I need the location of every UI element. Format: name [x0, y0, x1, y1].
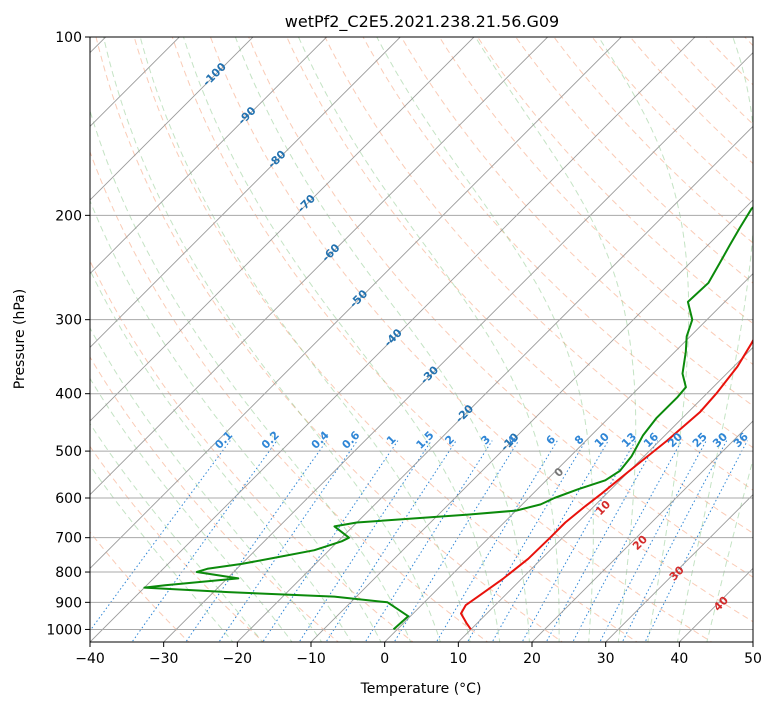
profile-group [143, 206, 753, 631]
y-tick-label: 700 [55, 531, 82, 547]
mixing-ratio-line [599, 440, 707, 642]
x-tick-label: −30 [149, 651, 179, 667]
mixing-ratio-line [393, 440, 520, 642]
isotherm-line [90, 37, 549, 496]
x-tick-label: −20 [223, 651, 253, 667]
isotherm-line [90, 37, 328, 275]
y-tick-label: 600 [55, 491, 82, 507]
isotherm-line [310, 199, 753, 642]
dry-adiabat-line [90, 150, 489, 642]
x-tick-label: 40 [670, 651, 688, 667]
mixing-ratio-line [325, 440, 457, 642]
chart-title: wetPf2_C2E5.2021.238.21.56.G09 [285, 12, 559, 32]
mixing-ratio-line [521, 440, 637, 642]
isotherm-line [90, 37, 696, 642]
mixing-ratio-line [185, 440, 328, 642]
y-tick-label: 500 [55, 444, 82, 460]
x-tick-label: 20 [523, 651, 541, 667]
plot-frame [89, 36, 754, 643]
isotherm-line [90, 37, 401, 348]
mixing-ratio-line [435, 440, 558, 642]
x-tick-label: 10 [449, 651, 467, 667]
y-tick-label: 300 [55, 313, 82, 329]
mixing-ratio-line [364, 440, 493, 642]
mixing-ratio-line [131, 440, 278, 642]
mixing-ratio-line [545, 440, 659, 642]
y-tick-label: 1000 [46, 622, 82, 638]
isotherm-line [236, 125, 753, 642]
moist-adiabat-line [90, 109, 412, 642]
y-axis: 100 200 300 400 500 600 700 800 900 1000 [46, 30, 90, 638]
y-tick-label: 900 [55, 595, 82, 611]
profile-line [143, 206, 753, 631]
mixing-ratio-line [572, 440, 683, 642]
isotherm-line [457, 346, 753, 642]
x-tick-label: −10 [296, 651, 326, 667]
x-tick-label: 50 [744, 651, 762, 667]
x-tick-label: −40 [75, 651, 105, 667]
x-axis: −40 −30 −20 −10 0 10 20 30 40 50 [75, 642, 762, 667]
mixing-ratio-line [621, 440, 728, 642]
isotherm-line [90, 37, 254, 201]
isotherm-line [531, 420, 753, 642]
mixing-ratio-line [298, 440, 432, 642]
y-axis-title: Pressure (hPa) [12, 289, 28, 389]
profile-line [460, 338, 753, 630]
y-tick-label: 400 [55, 387, 82, 403]
x-tick-label: 0 [380, 651, 389, 667]
isotherm-line [163, 52, 753, 642]
moist-adiabat-line [90, 199, 382, 642]
isotherm-line [90, 37, 622, 569]
y-tick-label: 800 [55, 565, 82, 581]
y-tick-label: 200 [55, 208, 82, 224]
dry-adiabat-line [90, 259, 414, 642]
x-axis-title: Temperature (°C) [360, 681, 482, 697]
isotherm-line [605, 494, 753, 642]
isotherm-line [90, 37, 475, 422]
y-tick-label: 100 [55, 30, 82, 46]
mixing-ratio-line [262, 440, 399, 642]
isotherm-line [384, 273, 753, 642]
x-tick-label: 30 [597, 651, 615, 667]
